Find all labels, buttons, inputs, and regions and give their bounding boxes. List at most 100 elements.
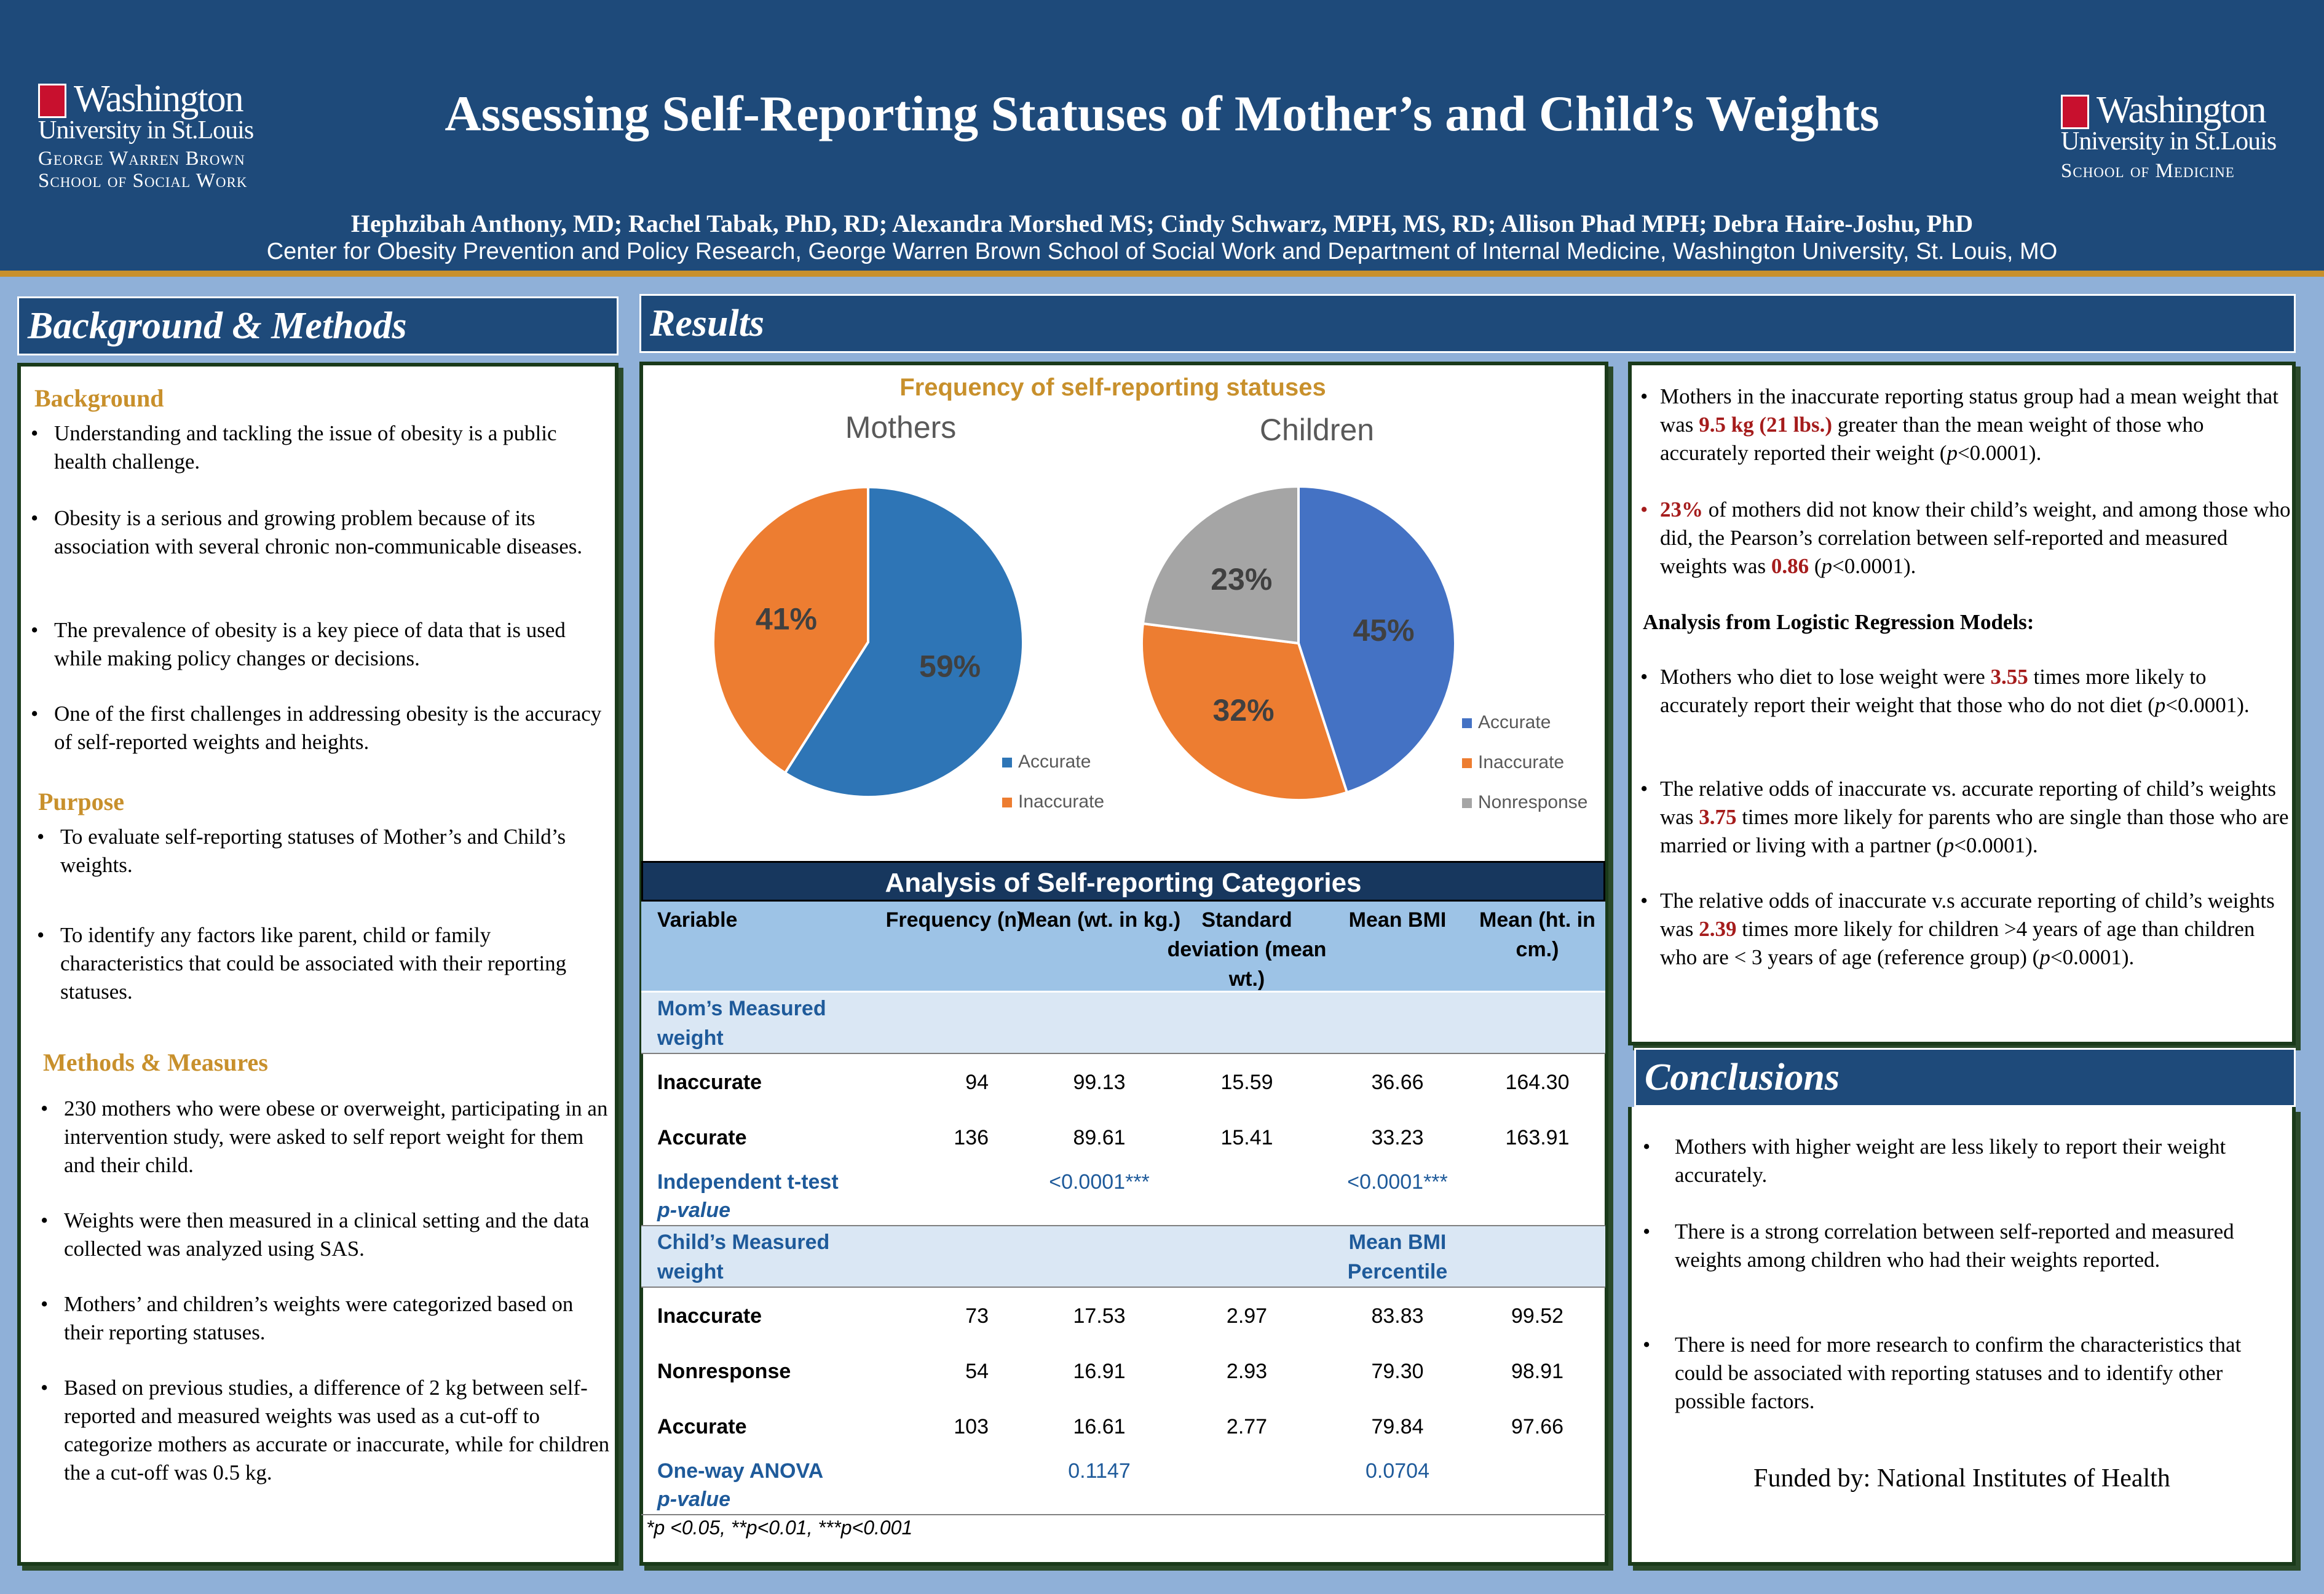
list-item: • Mothers with higher weight are less lik…: [1643, 1135, 2226, 1187]
pie-slice-nonresponse: [1141, 485, 1300, 645]
list-item: • The relative odds of inaccurate v.s acc…: [1640, 889, 2275, 969]
logo-right-line2: University in St.Louis: [2061, 127, 2277, 156]
legend-label: Accurate: [1018, 751, 1091, 772]
poster-title: Assessing Self-Reporting Statuses of Mot…: [445, 85, 1879, 141]
pie-slice-inaccurate: [712, 485, 869, 775]
list-item: • Weights were then measured in a clinica…: [41, 1208, 590, 1261]
university-shield-icon: [38, 84, 66, 118]
legend-label: Accurate: [1478, 712, 1551, 732]
logo-left-line3: George Warren Brown: [38, 148, 245, 170]
table-cell: Inaccurate: [657, 1304, 762, 1328]
author-list: Hephzibah Anthony, MD; Rachel Tabak, PhD…: [350, 210, 1974, 237]
list-item: • The prevalence of obesity is a key piec…: [31, 618, 566, 670]
wustl-social-work-logo: Washington University in St.Louis George…: [38, 80, 259, 197]
test-label: Independent t-test: [657, 1170, 839, 1194]
pie-slice-accurate: [1297, 485, 1456, 795]
table-cell: 79.84: [1371, 1415, 1424, 1438]
table-cell: 54: [965, 1360, 989, 1383]
table-cell: 136: [954, 1126, 989, 1149]
logo-right-line3: School of Medicine: [2061, 160, 2235, 182]
table-cell: 97.66: [1511, 1415, 1564, 1438]
list-item: • To evaluate self-reporting statuses of …: [37, 825, 566, 877]
test-sublabel: p-value: [657, 1488, 731, 1511]
pie-slice-inaccurate: [1140, 622, 1349, 801]
legend-label: Inaccurate: [1478, 752, 1564, 772]
legend-swatch: [1002, 798, 1012, 807]
table-cell: 163.91: [1505, 1126, 1570, 1149]
list-item: • 23% of mothers did not know their child…: [1640, 498, 2291, 578]
university-shield-icon: [2061, 95, 2089, 129]
section-header-conclusions: Conclusions: [1634, 1048, 2296, 1107]
table-cell: 17.53: [1073, 1304, 1126, 1328]
legend-swatch: [1462, 758, 1472, 768]
table-cell: 99.13: [1073, 1071, 1126, 1094]
table-cell: 0.0704: [1366, 1459, 1429, 1483]
table-row: Nonresponse 54 16.91 2.93 79.30 98.91: [641, 1343, 1605, 1398]
legend-swatch: [1002, 758, 1012, 767]
wustl-medicine-logo: Washington University in St.Louis School…: [2061, 91, 2282, 189]
column-header: Variable: [657, 908, 738, 932]
table-cell: 2.93: [1226, 1360, 1268, 1383]
pie-data-label: 41%: [756, 601, 817, 636]
table-cell: 0.1147: [1068, 1459, 1131, 1483]
purpose-heading: Purpose: [38, 788, 124, 815]
table-cell: 164.30: [1505, 1071, 1570, 1094]
table-group-row-child: Child’s Measured weight Mean BMI Percent…: [641, 1226, 1605, 1288]
table-caption: Analysis of Self-reporting Categories: [641, 861, 1605, 902]
table-cell: 16.61: [1073, 1415, 1126, 1438]
list-item: • Mothers’ and children’s weights were ca…: [41, 1292, 574, 1344]
table-cell: Inaccurate: [657, 1071, 762, 1094]
table-footnote: *p <0.05, **p<0.01, ***p<0.001: [646, 1517, 913, 1539]
table-header-row: Variable Frequency (n) Mean (wt. in kg.)…: [641, 902, 1605, 993]
test-label: One-way ANOVA: [657, 1459, 824, 1483]
list-item: • Mothers in the inaccurate reporting sta…: [1640, 384, 2279, 465]
column-header: Standard deviation (mean wt.): [1167, 908, 1327, 991]
table-cell: 15.59: [1220, 1071, 1273, 1094]
children-chart-title: Children: [1260, 413, 1374, 447]
column-header: Frequency (n): [885, 908, 1024, 932]
table-cell: 83.83: [1371, 1304, 1424, 1328]
poster-header: Washington University in St.Louis George…: [0, 0, 2324, 277]
conclusions-panel: [1628, 1107, 2296, 1566]
legend-label: Nonresponse: [1478, 792, 1587, 812]
legend-label: Inaccurate: [1018, 791, 1104, 812]
child-group-label: Child’s Measured weight: [657, 1231, 830, 1283]
table-cell: <0.0001***: [1049, 1170, 1150, 1194]
pie-data-label: 32%: [1213, 693, 1275, 728]
logo-left-line2: University in St.Louis: [38, 116, 254, 145]
table-cell: 73: [965, 1304, 989, 1328]
table-cell: 15.41: [1220, 1126, 1273, 1149]
section-header-results: Results: [639, 294, 2296, 353]
legend-swatch: [1462, 718, 1472, 728]
self-reporting-table: Analysis of Self-reporting Categories Va…: [641, 861, 1605, 1539]
table-cell: 79.30: [1371, 1360, 1424, 1383]
table-cell: Accurate: [657, 1126, 747, 1149]
list-item: • 230 mothers who were obese or overweigh…: [41, 1096, 608, 1177]
list-item: • Understanding and tackling the issue of…: [31, 421, 557, 474]
list-item: • There is a strong correlation between s…: [1643, 1219, 2234, 1272]
table-cell: 16.91: [1073, 1360, 1126, 1383]
table-row: Accurate 103 16.61 2.77 79.84 97.66: [641, 1398, 1605, 1454]
table-test-row-child: One-way ANOVA p-value 0.1147 0.0704: [641, 1454, 1605, 1515]
table-cell: Nonresponse: [657, 1360, 791, 1383]
pie-data-label: 45%: [1353, 613, 1414, 648]
background-heading: Background: [34, 384, 164, 412]
list-item: • Mothers who diet to lose weight were 3.…: [1640, 665, 2250, 717]
column-header: Mean BMI: [1348, 908, 1447, 932]
legend-swatch: [1462, 798, 1472, 808]
table-cell: 33.23: [1371, 1126, 1424, 1149]
list-item: • To identify any factors like parent, ch…: [37, 923, 567, 1004]
funding-note: Funded by: National Institutes of Health: [1753, 1464, 2170, 1493]
methods-heading: Methods & Measures: [43, 1049, 268, 1076]
table-cell: 98.91: [1511, 1360, 1564, 1383]
test-sublabel: p-value: [657, 1199, 731, 1222]
pie-data-label: 59%: [919, 649, 981, 684]
table-cell: 99.52: [1511, 1304, 1564, 1328]
results-text-panel: [1628, 362, 2296, 1045]
table-test-row-mom: Independent t-test p-value <0.0001*** <0…: [641, 1165, 1605, 1226]
logistic-heading: Analysis from Logistic Regression Models…: [1643, 610, 2034, 634]
list-item: • Obesity is a serious and growing proble…: [31, 506, 583, 558]
table-row: Inaccurate 73 17.53 2.97 83.83 99.52: [641, 1288, 1605, 1343]
section-header-background-methods: Background & Methods: [17, 296, 619, 355]
table-cell: 36.66: [1371, 1071, 1424, 1094]
